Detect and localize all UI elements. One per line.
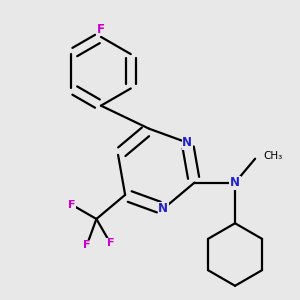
Text: F: F: [107, 238, 114, 248]
Text: N: N: [230, 176, 240, 189]
Text: N: N: [182, 136, 192, 149]
Text: CH₃: CH₃: [263, 151, 282, 161]
Text: N: N: [158, 202, 168, 215]
Text: F: F: [83, 240, 91, 250]
Text: F: F: [97, 22, 105, 36]
Text: F: F: [68, 200, 76, 210]
